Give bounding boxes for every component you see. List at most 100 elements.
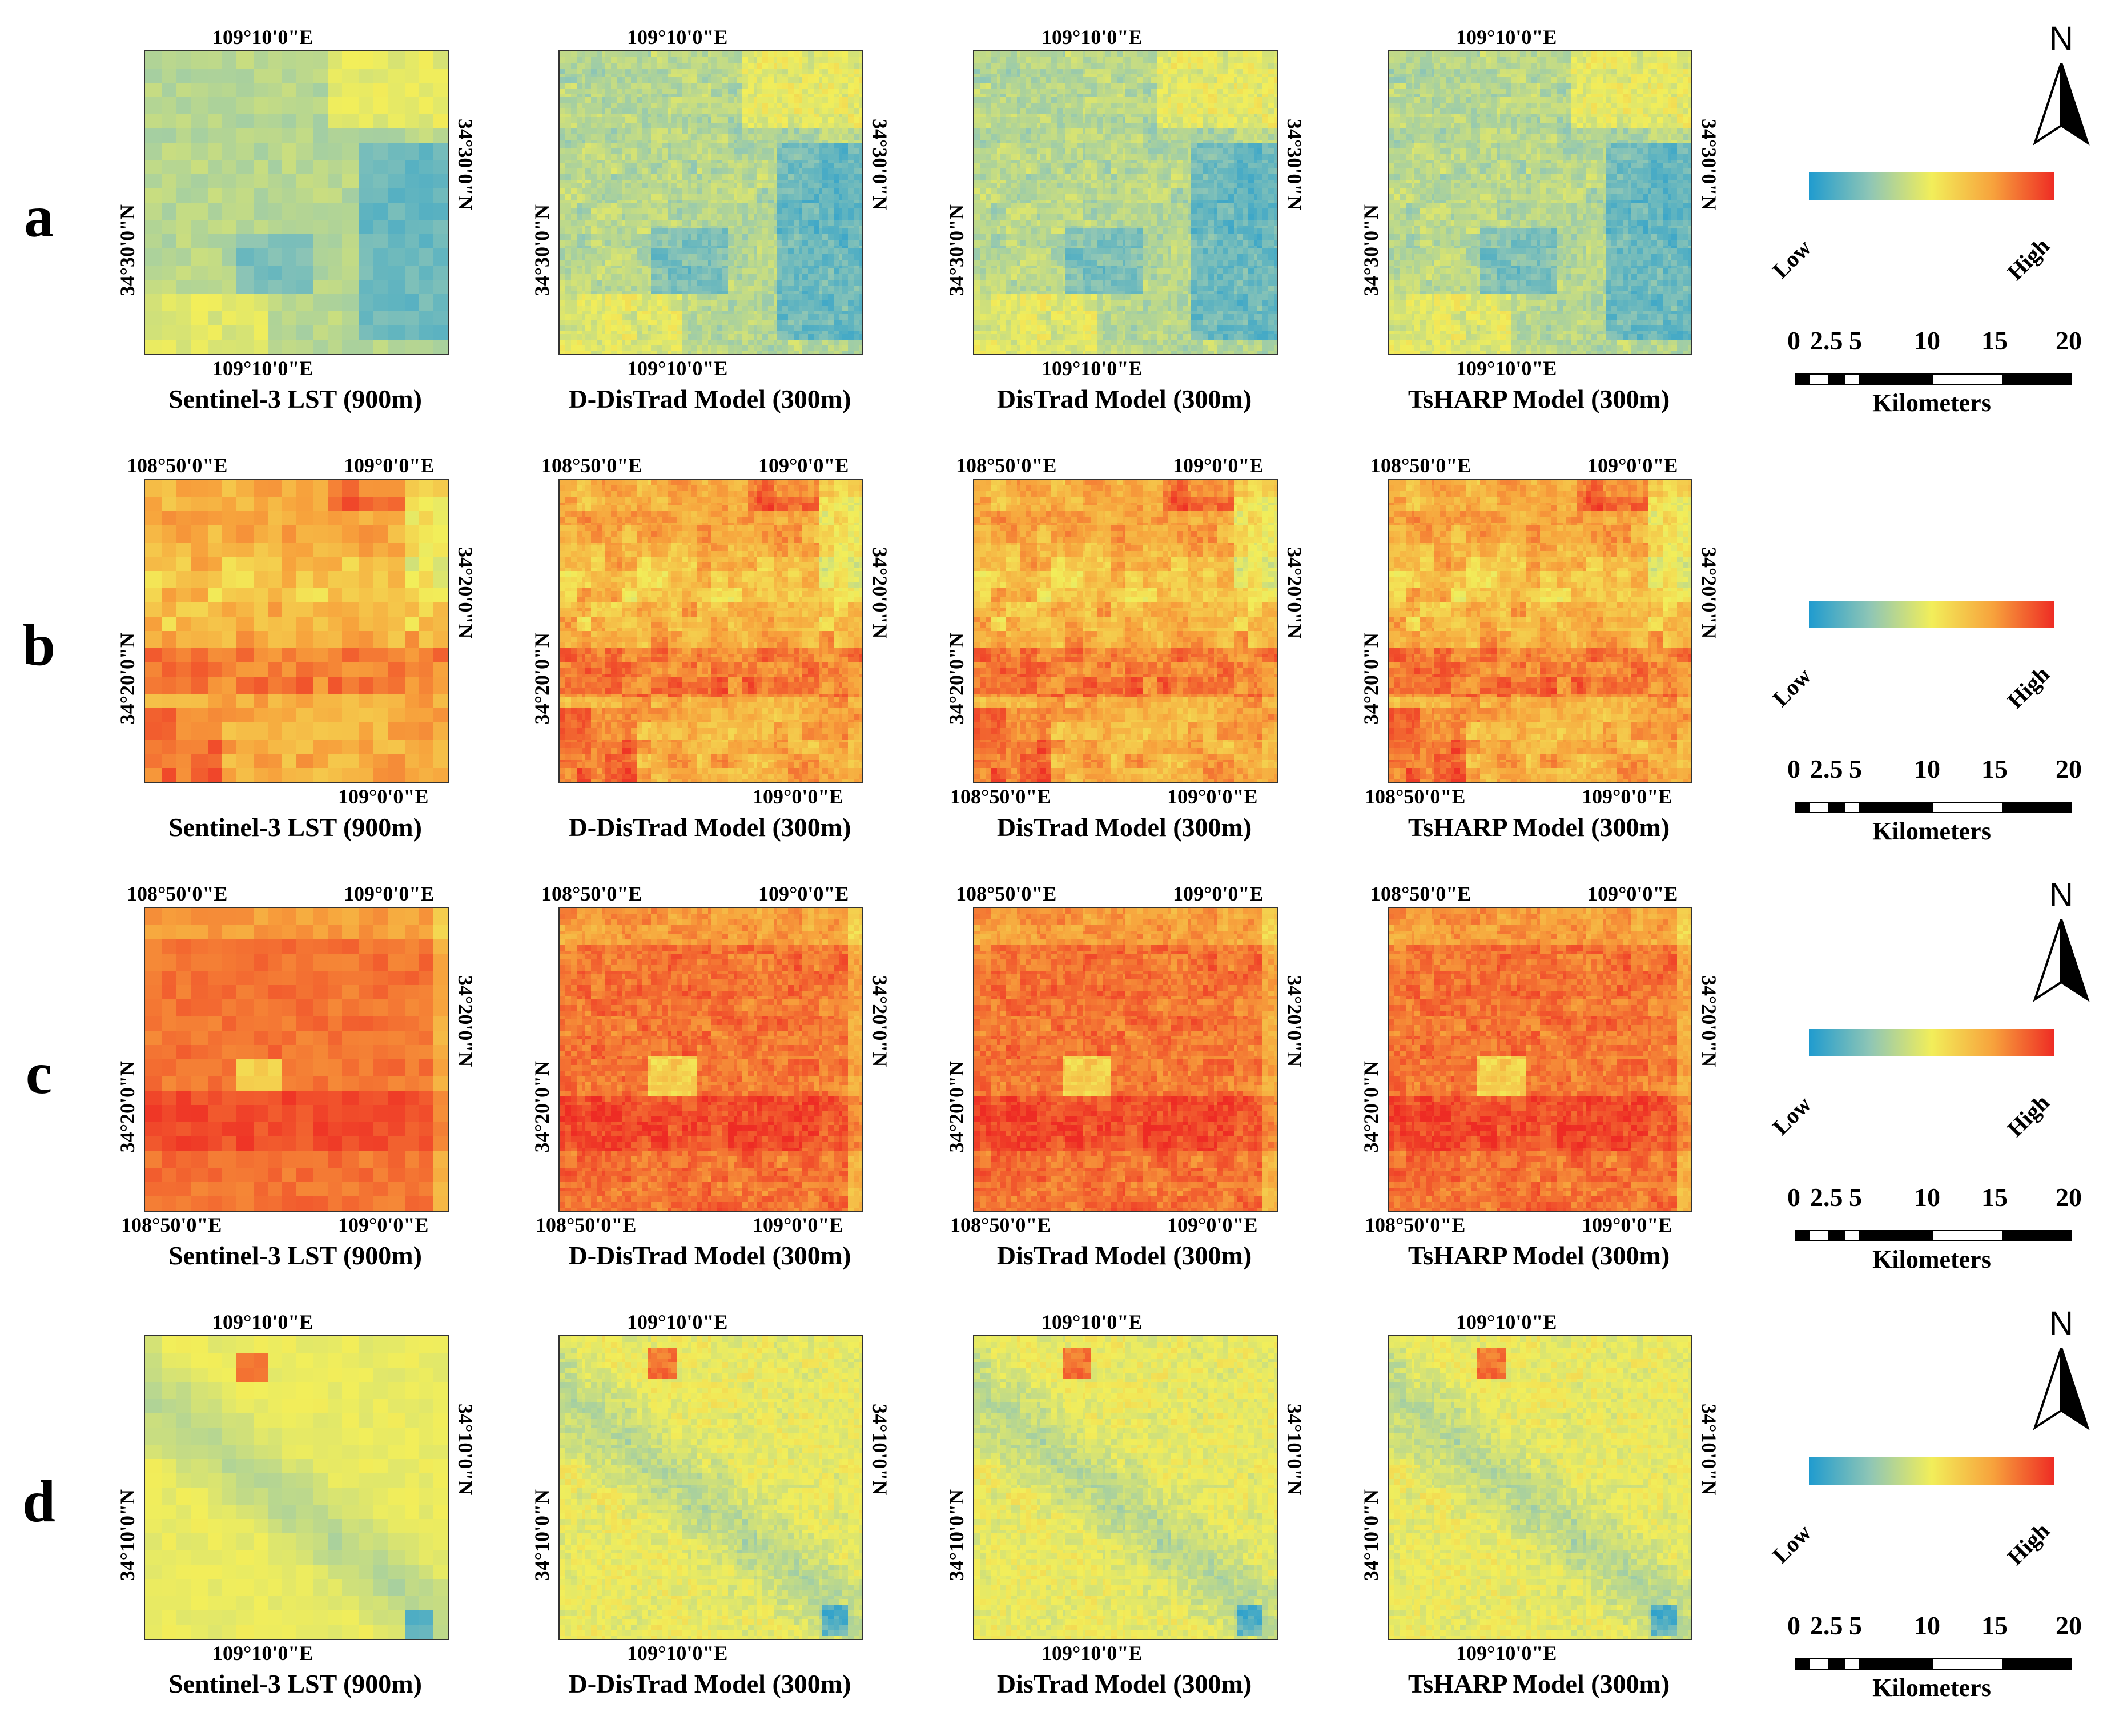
lst-raster [145, 51, 448, 354]
scale-tick-label: 0 [1787, 326, 1800, 355]
scale-bar-segment [1828, 1231, 1845, 1240]
scale-bar-segment [1796, 1231, 1810, 1240]
scale-bar-segment [1796, 1659, 1810, 1669]
top-longitude-label: 108°50'0"E [956, 882, 1057, 905]
left-latitude-label: 34°10'0"N [116, 1489, 139, 1581]
left-latitude-label: 34°20'0"N [530, 633, 553, 725]
row-label: b [22, 612, 55, 678]
lst-map-panel [144, 907, 449, 1212]
lst-map-panel [1388, 50, 1692, 355]
right-latitude-label: 34°10'0"N [868, 1404, 891, 1496]
row-label: c [25, 1040, 53, 1106]
bottom-longitude-label: 109°10'0"E [1456, 1642, 1557, 1665]
scale-tick-label: 5 [1849, 1183, 1862, 1212]
panel-title: D-DisTrad Model (300m) [568, 813, 851, 842]
lst-color-legend-bar [1809, 172, 2054, 200]
scale-bar-unit: Kilometers [1872, 817, 1991, 845]
scale-bar-unit: Kilometers [1872, 1674, 1991, 1702]
panel-title: Sentinel-3 LST (900m) [168, 813, 422, 842]
bottom-longitude-label-2: 109°0'0"E [1167, 1213, 1258, 1236]
lst-map-panel [144, 479, 449, 783]
panel-title: DisTrad Model (300m) [996, 1241, 1252, 1270]
scale-tick-label: 15 [1981, 326, 2008, 355]
scale-tick-label: 10 [1914, 326, 1940, 355]
top-longitude-label: 109°10'0"E [1042, 26, 1143, 49]
lst-map-panel [1388, 479, 1692, 783]
lst-raster [974, 51, 1277, 354]
right-latitude-label: 34°10'0"N [454, 1404, 477, 1496]
scale-bar-unit: Kilometers [1872, 1245, 1991, 1273]
left-latitude-label: 34°20'0"N [116, 633, 139, 725]
scale-bar-unit: Kilometers [1872, 389, 1991, 417]
scale-bar-segment [1859, 1231, 1933, 1240]
north-letter: N [2049, 20, 2073, 57]
right-latitude-label: 34°20'0"N [1698, 547, 1720, 639]
lst-raster [560, 1336, 862, 1639]
right-latitude-label: 34°10'0"N [1698, 1404, 1720, 1496]
top-longitude-label: 109°10'0"E [627, 1311, 728, 1333]
panel-title: DisTrad Model (300m) [996, 813, 1252, 842]
legend-low-label: Low [1767, 1091, 1816, 1140]
right-latitude-label: 34°20'0"N [868, 975, 891, 1067]
lst-map-panel [973, 1335, 1278, 1640]
scale-tick-label: 2.5 [1810, 1611, 1843, 1640]
bottom-longitude-label: 109°10'0"E [212, 1642, 313, 1665]
legend-high-label: High [2002, 1517, 2055, 1570]
bottom-longitude-label: 108°50'0"E [950, 1213, 1051, 1236]
lst-map-panel [1388, 907, 1692, 1212]
top-longitude-label: 108°50'0"E [127, 454, 228, 477]
lst-raster [560, 908, 862, 1211]
row-label: a [24, 184, 54, 250]
scale-bar-segment [2002, 375, 2070, 384]
legend-high-label: High [2002, 1089, 2055, 1142]
left-latitude-label: 34°20'0"N [530, 1061, 553, 1153]
legend-low-label: Low [1767, 234, 1816, 284]
lst-map-panel [973, 479, 1278, 783]
scale-tick-label: 5 [1849, 326, 1862, 355]
scale-tick-label: 2.5 [1810, 754, 1843, 783]
top-longitude-label-2: 109°0'0"E [344, 454, 435, 477]
right-latitude-label: 34°30'0"N [1698, 119, 1720, 211]
top-longitude-label-2: 109°0'0"E [758, 882, 849, 905]
top-longitude-label: 109°10'0"E [1042, 1311, 1143, 1333]
legend-high-label: High [2002, 232, 2055, 286]
north-letter: N [2049, 877, 2073, 914]
top-longitude-label: 109°10'0"E [627, 26, 728, 49]
scale-bar-segment [1859, 803, 1933, 812]
scale-tick-label: 20 [2056, 1183, 2082, 1212]
lst-color-legend-bar [1809, 601, 2054, 628]
lst-raster [1389, 908, 1691, 1211]
bottom-longitude-label: 109°10'0"E [627, 357, 728, 380]
right-latitude-label: 34°20'0"N [1283, 547, 1306, 639]
right-latitude-label: 34°30'0"N [454, 119, 477, 211]
lst-raster [560, 480, 862, 782]
scale-bar-segment [1828, 1659, 1845, 1669]
top-longitude-label-2: 109°0'0"E [1587, 882, 1678, 905]
lst-color-legend-bar [1809, 1457, 2054, 1485]
row-d: d 109°10'0"E 109°10'0"E 34°10'0"N 34°10'0"N S… [0, 1305, 2103, 1736]
row-c: c 108°50'0"E 109°0'0"E 108°50'0"E 109°0'0"E 3… [0, 877, 2103, 1308]
scale-tick-label: 2.5 [1810, 1183, 1843, 1212]
lst-map-panel [558, 479, 863, 783]
scale-tick-label: 15 [1981, 1611, 2008, 1640]
scale-tick-label: 5 [1849, 754, 1862, 783]
right-latitude-label: 34°20'0"N [454, 975, 477, 1067]
bottom-longitude-label: 109°10'0"E [1042, 357, 1143, 380]
right-latitude-label: 34°20'0"N [1283, 975, 1306, 1067]
lst-map-panel [973, 50, 1278, 355]
left-latitude-label: 34°20'0"N [1360, 633, 1382, 725]
panel-title: TsHARP Model (300m) [1408, 384, 1670, 413]
right-latitude-label: 34°20'0"N [1698, 975, 1720, 1067]
lst-raster [145, 908, 448, 1211]
scale-tick-label: 10 [1914, 1611, 1940, 1640]
scale-bar-segment [2002, 1231, 2070, 1240]
lst-map-panel [558, 907, 863, 1212]
panel-title: TsHARP Model (300m) [1408, 1669, 1670, 1698]
scale-tick-label: 2.5 [1810, 326, 1843, 355]
lst-raster [1389, 1336, 1691, 1639]
bottom-longitude-label-2: 109°0'0"E [753, 785, 843, 808]
scale-tick-label: 20 [2056, 326, 2082, 355]
panel-title: TsHARP Model (300m) [1408, 1241, 1670, 1270]
top-longitude-label-2: 109°0'0"E [1173, 454, 1264, 477]
lst-raster [974, 908, 1277, 1211]
